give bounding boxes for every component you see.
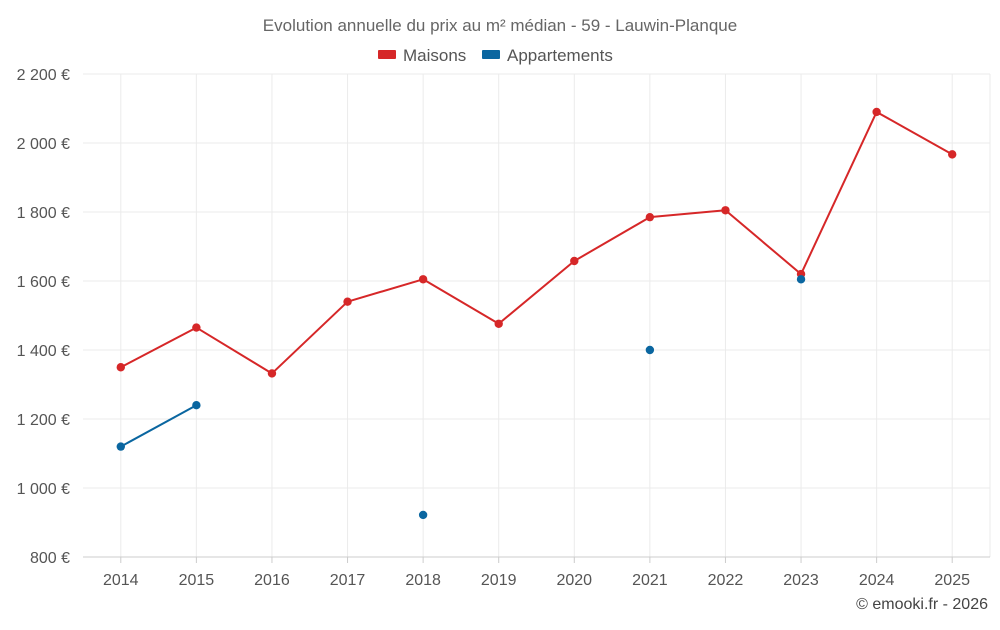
data-point-maisons[interactable] xyxy=(721,206,730,215)
series-line-maisons xyxy=(875,110,954,156)
x-tick-label: 2018 xyxy=(405,572,441,589)
x-tick-label: 2021 xyxy=(632,572,668,589)
legend-swatch-maisons xyxy=(378,50,396,59)
data-point-maisons[interactable] xyxy=(570,256,579,266)
x-tick-label: 2014 xyxy=(103,572,139,589)
y-tick-label: 1 200 € xyxy=(17,412,70,429)
x-tick-label: 2020 xyxy=(556,572,592,589)
data-point-maisons[interactable] xyxy=(494,319,503,328)
series-line-maisons xyxy=(346,278,425,303)
x-axis: 2014 2015 2016 2017 2018 2019 2020 2021 2022 2023… xyxy=(103,557,970,589)
x-tick-label: 2024 xyxy=(859,572,895,589)
series-layer xyxy=(116,107,957,520)
series-line-maisons xyxy=(497,259,576,325)
y-tick-label: 1 400 € xyxy=(17,343,70,360)
series-line-maisons xyxy=(724,209,803,276)
series-line-maisons xyxy=(422,278,500,325)
y-tick-label: 1 000 € xyxy=(17,481,70,498)
x-tick-label: 2019 xyxy=(481,572,517,589)
y-tick-label: 2 000 € xyxy=(17,136,70,153)
data-point-appartements[interactable] xyxy=(796,275,806,284)
data-point-maisons[interactable] xyxy=(116,363,125,372)
series-appartements xyxy=(116,275,806,520)
data-point-maisons[interactable] xyxy=(872,107,881,117)
y-axis: 800 € 1 000 € 1 200 € 1 400 € 1 600 € 1 800 €… xyxy=(17,67,70,567)
legend-label-appartements[interactable]: Appartements xyxy=(507,46,613,65)
series-line-maisons xyxy=(573,216,651,262)
data-point-maisons[interactable] xyxy=(948,150,957,159)
series-maisons xyxy=(116,107,957,378)
series-line-maisons xyxy=(648,209,727,219)
credit-text: © emooki.fr - 2026 xyxy=(856,596,988,613)
data-point-maisons[interactable] xyxy=(645,212,655,222)
legend-swatch-appartements xyxy=(482,50,500,59)
x-tick-label: 2025 xyxy=(934,572,970,589)
series-line-maisons xyxy=(119,326,198,369)
y-tick-label: 800 € xyxy=(30,550,70,567)
y-gridlines xyxy=(83,73,990,558)
data-point-appartements[interactable] xyxy=(116,442,125,451)
x-tick-label: 2023 xyxy=(783,572,819,589)
series-line-maisons xyxy=(800,110,878,276)
data-point-maisons[interactable] xyxy=(343,297,352,306)
data-point-appartements[interactable] xyxy=(645,345,655,355)
x-tick-label: 2017 xyxy=(330,572,366,589)
x-tick-label: 2016 xyxy=(254,572,290,589)
y-tick-label: 2 200 € xyxy=(17,67,70,84)
data-point-maisons[interactable] xyxy=(192,323,201,332)
data-point-appartements[interactable] xyxy=(192,401,201,410)
data-point-maisons[interactable] xyxy=(418,275,428,284)
x-tick-label: 2015 xyxy=(179,572,215,589)
legend: Maisons Appartements xyxy=(378,46,613,65)
series-line-maisons xyxy=(195,326,273,375)
data-point-maisons[interactable] xyxy=(267,369,277,378)
data-point-appartements[interactable] xyxy=(418,510,428,520)
x-tick-label: 2022 xyxy=(708,572,744,589)
y-tick-label: 1 800 € xyxy=(17,205,70,222)
legend-label-maisons[interactable]: Maisons xyxy=(403,46,466,65)
series-line-appartements xyxy=(119,404,198,448)
y-tick-label: 1 600 € xyxy=(17,274,70,291)
series-line-maisons xyxy=(270,300,349,375)
chart-title: Evolution annuelle du prix au m² médian … xyxy=(263,16,737,35)
